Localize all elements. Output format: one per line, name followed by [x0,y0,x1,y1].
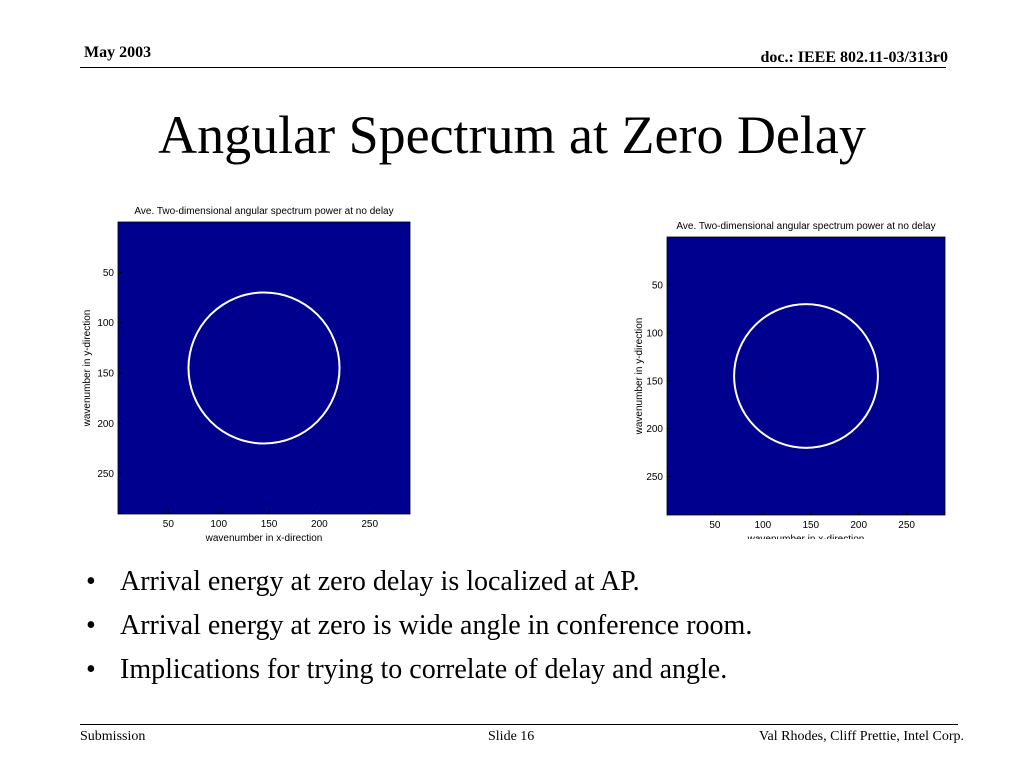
footer-divider [80,724,958,725]
heatmap-hotspot [817,358,843,384]
footer-slide-number: Slide 16 [488,729,535,744]
heatmap-hotspot [217,334,244,361]
x-axis-label: wavenumber in x-direction [747,534,865,539]
header-doc-id: doc.: IEEE 802.11-03/313r0 [760,49,948,66]
x-axis-label: wavenumber in x-direction [205,533,323,544]
angular-spectrum-chart-right: 50 100 150 200 250 50 100 150 200 250 Ave. Two-dim… [622,214,962,545]
heatmap-hotspot [267,417,291,440]
angular-spectrum-chart-left: 50 100 150 200 250 50 100 150 200 250 Ave. Two-dim… [70,198,430,553]
bullet-list: Arrival energy at zero delay is localize… [86,560,752,692]
footer-submission: Submission [80,729,146,744]
heatmap-svg: 50 100 150 200 250 50 100 150 200 250 Ave. Two-dim… [82,206,411,544]
y-tick-label: 150 [97,369,114,380]
footer-authors: Val Rhodes, Cliff Prettie, Intel Corp. [758,729,964,744]
hotspot-layer [731,297,890,456]
heatmap-hotspot [750,354,776,379]
x-tick-label: 250 [898,520,915,531]
y-tick-label: 100 [646,328,663,339]
reference-circle [733,303,879,449]
slide-title: Angular Spectrum at Zero Delay [158,105,866,165]
x-tick-label: 50 [709,520,721,531]
y-tick-label: 150 [646,376,663,387]
y-tick-label: 250 [97,469,114,480]
x-tick-label: 200 [311,519,328,530]
heatmap-hotspot [222,402,245,425]
heatmap-hotspot [238,279,272,314]
heatmap-hotspot [786,419,816,448]
heatmap-svg: 50 100 150 200 250 50 100 150 200 250 Ave. Two-dim… [634,221,946,545]
heatmap-hotspot [836,387,862,413]
heatmap-hotspot [217,250,241,274]
plot-frame [666,236,946,516]
chart-title: Ave. Two-dimensional angular spectrum po… [134,206,393,217]
y-tick-label: 100 [97,318,114,329]
plot-frame [117,221,411,515]
x-tick-label: 50 [163,519,175,530]
y-tick-label: 50 [652,280,664,291]
x-tick-label: 150 [261,519,278,530]
plot-area [667,237,945,515]
y-axis-label: wavenumber in y-direction [82,310,93,428]
header-divider [80,67,946,68]
heatmap-hotspot [796,308,826,338]
x-tick-label: 100 [755,520,772,531]
heatmap-hotspot [748,316,778,346]
x-tick-label: 150 [802,520,819,531]
heatmap-hotspot [178,311,203,335]
y-tick-label: 200 [97,419,114,430]
y-tick-label: 50 [103,268,115,279]
bullet-item: Arrival energy at zero delay is localize… [86,560,752,604]
x-tick-label: 250 [361,519,378,530]
heatmap-hotspot [812,430,838,456]
y-axis-label: wavenumber in y-direction [634,318,645,436]
header-date: May 2003 [84,44,152,61]
plot-area [118,222,410,514]
hotspot-layer [178,250,340,440]
heatmap-hotspot [849,366,878,396]
heatmap-hotspot [293,312,315,334]
bullet-item: Implications for trying to correlate of … [86,648,752,692]
reference-circle [187,291,341,445]
x-tick-label: 200 [850,520,867,531]
bullet-item: Arrival energy at zero is wide angle in … [86,604,752,648]
heatmap-hotspot [268,311,290,334]
heatmap-hotspot [799,378,823,403]
y-tick-label: 200 [646,424,663,435]
y-tick-label: 250 [646,472,663,483]
heatmap-hotspot [201,270,226,295]
heatmap-hotspot [826,406,853,433]
x-tick-label: 100 [210,519,227,530]
chart-title: Ave. Two-dimensional angular spectrum po… [676,221,935,232]
heatmap-hotspot [847,335,890,378]
